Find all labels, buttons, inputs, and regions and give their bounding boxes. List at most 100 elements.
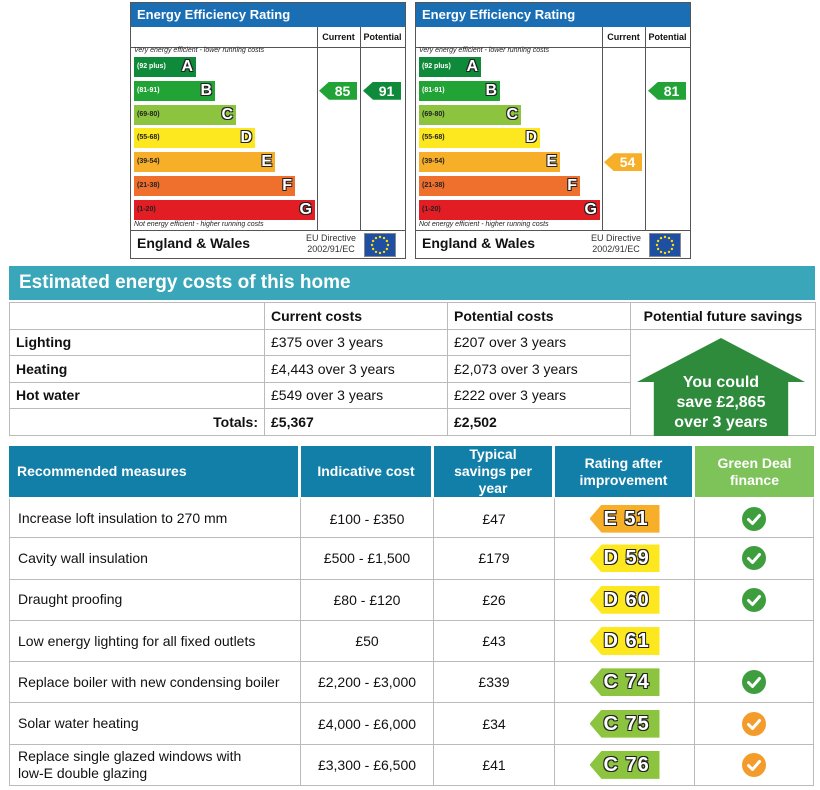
epc-band-range: (69-80): [137, 110, 160, 118]
cost-row: Hot water £549 over 3 years £222 over 3 …: [9, 381, 816, 409]
epc-band-letter: B: [200, 81, 212, 99]
epc-band-e: (39-54) E: [134, 152, 275, 173]
measure-row: Replace boiler with new condensing boile…: [9, 662, 814, 704]
rec-header-green-deal: Green Deal finance: [695, 446, 814, 497]
rating-arrow: E 51: [589, 504, 660, 533]
savings-text: You could save £2,865 over 3 years: [655, 373, 787, 433]
eu-directive-text: EU Directive 2002/91/EC: [591, 233, 641, 255]
epc-band-letter: C: [221, 105, 233, 123]
epc-graph-1: Energy Efficiency Rating Current Potential…: [130, 2, 406, 259]
measure-rating-cell: C 74: [555, 662, 695, 704]
epc-title: Energy Efficiency Rating: [131, 3, 405, 27]
epc-band-letter: A: [466, 58, 478, 75]
savings-line-1: You could: [682, 374, 760, 391]
measure-cost: £100 - £350: [301, 497, 434, 539]
rating-value: D 59: [603, 547, 650, 570]
rating-arrow-shape: [589, 504, 660, 533]
eu-flag-icon: [649, 233, 681, 257]
epc-band-range: (1-20): [422, 205, 441, 213]
eu-directive-text: EU Directive 2002/91/EC: [306, 233, 356, 255]
epc-current-arrow: 54: [604, 153, 642, 172]
cost-header-current: Current costs: [264, 302, 448, 330]
epc-band-a: (92 plus) A: [419, 57, 481, 77]
epc-band-range: (55-68): [137, 134, 160, 142]
epc-bottom-note: Not energy efficient - higher running co…: [134, 221, 264, 228]
measure-cost: £2,200 - £3,000: [301, 662, 434, 704]
rating-arrow: C 74: [589, 668, 660, 697]
measure-saving: £43: [434, 620, 555, 663]
eu-directive-line-1: EU Directive: [306, 233, 357, 243]
rating-arrow: D 60: [589, 585, 660, 614]
totals-potential: £2,502: [447, 408, 631, 436]
epc-band-range: (39-54): [422, 158, 445, 166]
eu-directive-line-2: 2002/91/EC: [307, 244, 355, 254]
measure-saving: £47: [434, 497, 555, 539]
rating-value: C 74: [603, 671, 650, 694]
epc-band-range: (21-38): [137, 182, 160, 189]
epc-band-e: (39-54) E: [419, 152, 560, 173]
rating-arrow: D 59: [589, 544, 660, 573]
cost-row: Heating £4,443 over 3 years £2,073 over …: [9, 355, 816, 383]
epc-potential-arrow: 91: [363, 81, 401, 100]
epc-band-range: (39-54): [137, 158, 160, 166]
cost-row-label: Heating: [9, 355, 265, 383]
epc-band-b: (81-91) B: [419, 80, 500, 101]
cost-row-potential: £222 over 3 years: [447, 381, 631, 409]
green-deal-cell: [695, 497, 814, 539]
rating-arrow-shape: [589, 750, 660, 779]
measure-rating-cell: D 61: [555, 620, 695, 663]
rec-header-rating: Rating after improvement: [555, 446, 695, 497]
measure-rating-cell: D 59: [555, 538, 695, 580]
measure-name: Increase loft insulation to 270 mm: [9, 497, 301, 539]
rating-arrow: C 76: [589, 750, 660, 779]
rec-header-saving: Typical savings per year: [434, 446, 555, 497]
measure-saving: £339: [434, 662, 555, 704]
green-deal-cell: [695, 703, 814, 745]
rating-arrow-shape: [589, 627, 660, 656]
green-deal-cell: [695, 744, 814, 787]
eu-flag-icon: [364, 233, 396, 257]
epc-band-range: (92 plus): [422, 63, 451, 70]
epc-bottom-note: Not energy efficient - higher running co…: [419, 221, 549, 228]
recommended-measures-table: Recommended measures Indicative cost Typ…: [9, 446, 814, 787]
green-deal-cell: [695, 662, 814, 704]
rating-value: C 75: [603, 712, 650, 735]
epc-column-current: Current: [607, 32, 640, 42]
epc-band-letter: F: [282, 177, 292, 194]
measure-rating-cell: C 76: [555, 744, 695, 787]
epc-band-letter: E: [261, 153, 272, 171]
epc-band-c: (69-80) C: [134, 104, 236, 125]
green-deal-cell: [695, 579, 814, 621]
epc-top-note: Very energy efficient - lower running co…: [419, 47, 550, 54]
epc-band-letter: G: [584, 200, 597, 218]
rating-arrow-shape: [589, 544, 660, 573]
cost-table: Current costs Potential costs Potential …: [9, 302, 816, 436]
epc-band-letter: F: [567, 177, 577, 194]
savings-line-2: save £2,865: [676, 394, 766, 411]
measure-name: Replace boiler with new condensing boile…: [9, 662, 301, 704]
totals-current: £5,367: [264, 408, 448, 436]
eu-directive-line-2: 2002/91/EC: [592, 244, 640, 254]
green-deal-check-icon: [742, 670, 766, 695]
epc-band-range: (69-80): [422, 110, 445, 118]
rec-header-measure: Recommended measures: [9, 446, 301, 497]
measure-rating-cell: E 51: [555, 497, 695, 539]
rating-value: D 61: [603, 630, 650, 653]
epc-potential-arrow: 81: [648, 81, 686, 100]
epc-column-potential: Potential: [363, 32, 402, 42]
epc-band-letter: E: [546, 153, 557, 171]
epc-band-range: (55-68): [422, 134, 445, 142]
epc-band-range: (81-91): [422, 86, 445, 94]
measure-name: Low energy lighting for all fixed outlet…: [9, 620, 301, 663]
epc-band-f: (21-38) F: [134, 176, 295, 196]
measure-name: Solar water heating: [9, 703, 301, 745]
measure-rating-cell: C 75: [555, 703, 695, 745]
epc-band-c: (69-80) C: [419, 104, 521, 125]
epc-band-letter: C: [506, 105, 518, 123]
epc-band-g: (1-20) G: [419, 199, 600, 220]
cost-row-label: Hot water: [9, 381, 265, 409]
cost-row-potential: £2,073 over 3 years: [447, 355, 631, 383]
measure-row: Cavity wall insulation £500 - £1,500 £179 D…: [9, 538, 814, 580]
green-deal-check-icon: [742, 546, 766, 571]
measure-cost: £500 - £1,500: [301, 538, 434, 580]
